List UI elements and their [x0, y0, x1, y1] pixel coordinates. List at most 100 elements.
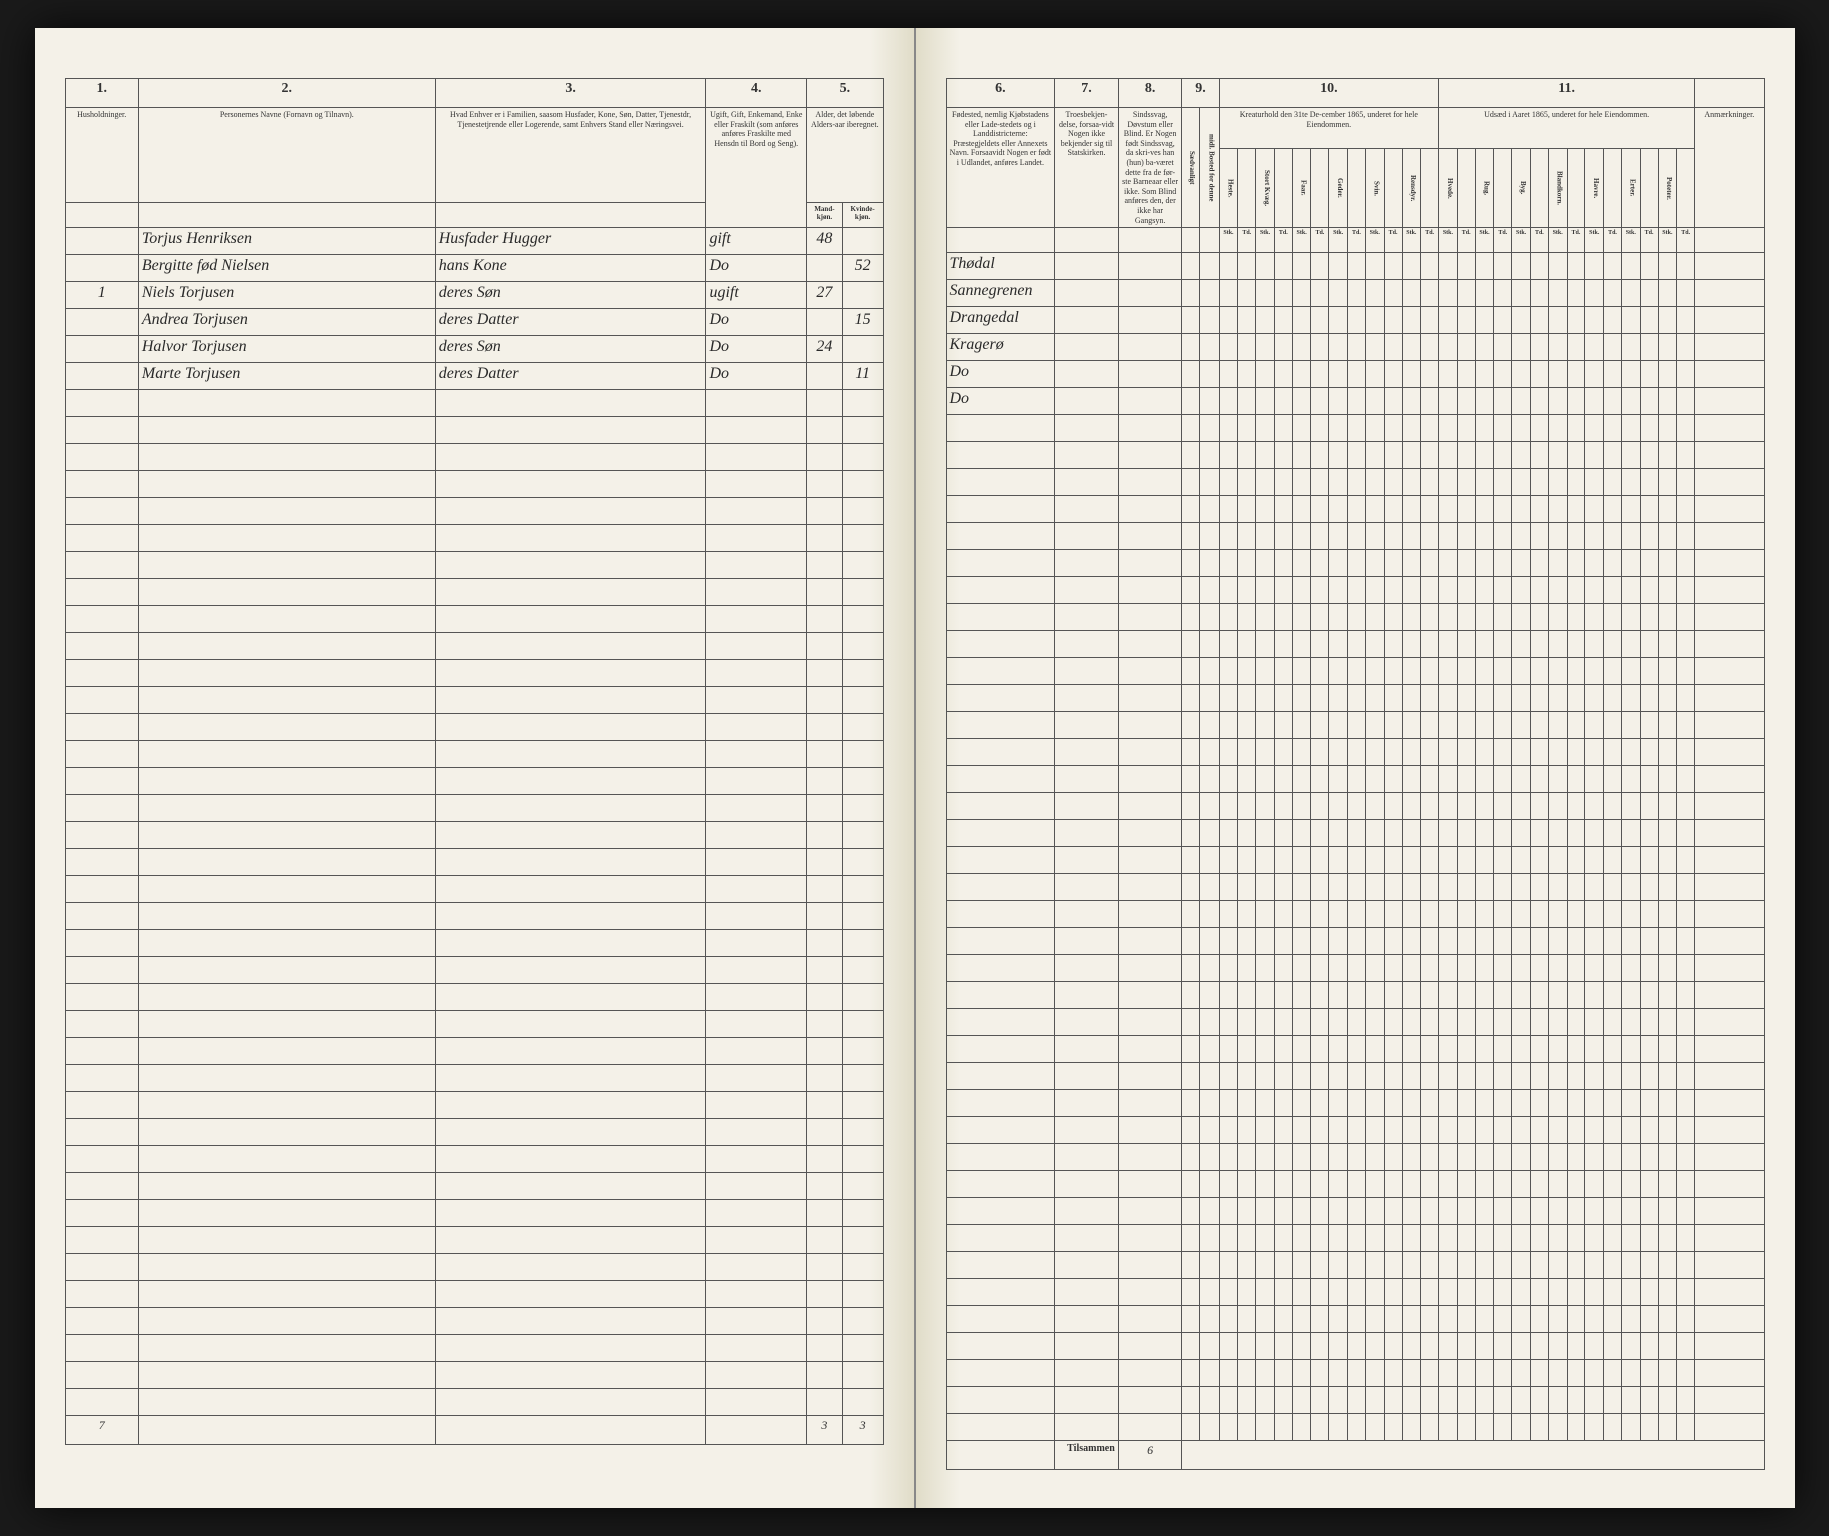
sub-1: [65, 203, 138, 228]
right-footer: Tilsammen 6: [946, 1441, 1764, 1470]
col11-sub: [1640, 149, 1658, 228]
empty-row: [65, 795, 883, 822]
left-page: 1. 2. 3. 4. 5. Husholdninger. Personerne…: [35, 28, 916, 1508]
col-1-num: 1.: [65, 79, 138, 108]
footer-blank-2: [138, 1416, 435, 1445]
empty-row: [946, 1036, 1764, 1063]
empty-row: [946, 1009, 1764, 1036]
empty-row: [65, 444, 883, 471]
right-table: 6. 7. 8. 9. 10. 11. Fødested, nemlig Kjø…: [946, 78, 1765, 1470]
col-5-num: 5.: [807, 79, 883, 108]
empty-row: [65, 633, 883, 660]
empty-row: [946, 901, 1764, 928]
empty-row: [946, 1171, 1764, 1198]
col11-sub: Havre.: [1585, 149, 1604, 228]
col11-sub: [1494, 149, 1512, 228]
empty-row: [65, 849, 883, 876]
header-6: Fødested, nemlig Kjøbstadens eller Lade-…: [946, 108, 1055, 228]
col-6-num: 6.: [946, 79, 1055, 108]
header-11: Udsæd i Aaret 1865, underet for hele Eie…: [1439, 108, 1695, 149]
empty-row: [65, 984, 883, 1011]
empty-row: [946, 1252, 1764, 1279]
col-header-row: Husholdninger. Personernes Navne (Fornav…: [65, 108, 883, 203]
ledger-book: 1. 2. 3. 4. 5. Husholdninger. Personerne…: [35, 28, 1795, 1508]
empty-row: [946, 415, 1764, 442]
empty-row: [65, 660, 883, 687]
page-num: 7: [65, 1416, 138, 1445]
col10-sub: Faar.: [1292, 149, 1311, 228]
empty-row: [946, 1333, 1764, 1360]
table-row: Thødal: [946, 253, 1764, 280]
col-10-num: 10.: [1219, 79, 1438, 108]
empty-row: [65, 471, 883, 498]
stk-row: Stk.Td.Stk.Td.Stk.Td.Stk.Td.Stk.Td.Stk.T…: [946, 228, 1764, 253]
empty-row: [65, 606, 883, 633]
empty-row: [946, 631, 1764, 658]
col10-sub: [1348, 149, 1366, 228]
col11-sub: Poteter.: [1658, 149, 1677, 228]
col10-sub: Svin.: [1365, 149, 1384, 228]
col-11-num: 11.: [1439, 79, 1695, 108]
empty-row: [946, 874, 1764, 901]
empty-row: [946, 496, 1764, 523]
header-12: Anmærkninger.: [1695, 108, 1764, 228]
empty-row: [65, 1281, 883, 1308]
empty-row: [946, 442, 1764, 469]
left-footer: 7 3 3: [65, 1416, 883, 1445]
col10-sub: Heste.: [1219, 149, 1238, 228]
empty-row: [946, 739, 1764, 766]
col-header-row-r: Fødested, nemlig Kjøbstadens eller Lade-…: [946, 108, 1764, 149]
empty-row: [65, 1200, 883, 1227]
empty-row: [946, 1306, 1764, 1333]
table-row: Torjus HenriksenHusfader Huggergift48: [65, 228, 883, 255]
table-row: Halvor Torjusenderes SønDo24: [65, 336, 883, 363]
sum-male: 3: [807, 1416, 843, 1445]
col-3-num: 3.: [435, 79, 706, 108]
empty-row: [946, 658, 1764, 685]
header-10: Kreaturhold den 31te De-cember 1865, und…: [1219, 108, 1438, 149]
empty-row: [65, 1308, 883, 1335]
col11-sub: [1677, 149, 1695, 228]
col-9-num: 9.: [1182, 79, 1219, 108]
col-num-row-r: 6. 7. 8. 9. 10. 11.: [946, 79, 1764, 108]
empty-row: [65, 1092, 883, 1119]
col10-sub: [1384, 149, 1402, 228]
col10-sub: Geder.: [1329, 149, 1348, 228]
empty-row: [946, 523, 1764, 550]
empty-row: [946, 1225, 1764, 1252]
col10-sub: Rensdyr.: [1402, 149, 1421, 228]
total-count: 6: [1118, 1441, 1182, 1470]
empty-row: [946, 766, 1764, 793]
empty-row: [946, 1279, 1764, 1306]
empty-row: [65, 1065, 883, 1092]
col11-sub: Byg.: [1512, 149, 1531, 228]
col-12-num: [1695, 79, 1764, 108]
empty-row: [946, 1360, 1764, 1387]
header-4: Ugift, Gift, Enkemand, Enke eller Fraski…: [706, 108, 807, 228]
empty-row: [946, 1090, 1764, 1117]
empty-row: [65, 714, 883, 741]
col10-sub: [1238, 149, 1256, 228]
empty-row: [946, 685, 1764, 712]
empty-row: [65, 741, 883, 768]
col11-sub: Erter.: [1621, 149, 1640, 228]
empty-row: [946, 604, 1764, 631]
col11-sub: Blandkorn.: [1548, 149, 1567, 228]
header-8: Sindssvag, Døvstum eller Blind. Er Nogen…: [1118, 108, 1182, 228]
empty-row: [65, 417, 883, 444]
col10-sub: [1311, 149, 1329, 228]
col-8-num: 8.: [1118, 79, 1182, 108]
empty-row: [946, 793, 1764, 820]
empty-row: [65, 1227, 883, 1254]
empty-row: [65, 1335, 883, 1362]
empty-row: [65, 552, 883, 579]
empty-row: [946, 550, 1764, 577]
header-7: Troesbekjen-delse, forsaa-vidt Nogen ikk…: [1055, 108, 1119, 228]
empty-row: [946, 1387, 1764, 1414]
empty-row: [946, 847, 1764, 874]
empty-row: [65, 1173, 883, 1200]
empty-row: [65, 957, 883, 984]
left-table: 1. 2. 3. 4. 5. Husholdninger. Personerne…: [65, 78, 884, 1445]
empty-row: [946, 820, 1764, 847]
empty-row: [946, 955, 1764, 982]
